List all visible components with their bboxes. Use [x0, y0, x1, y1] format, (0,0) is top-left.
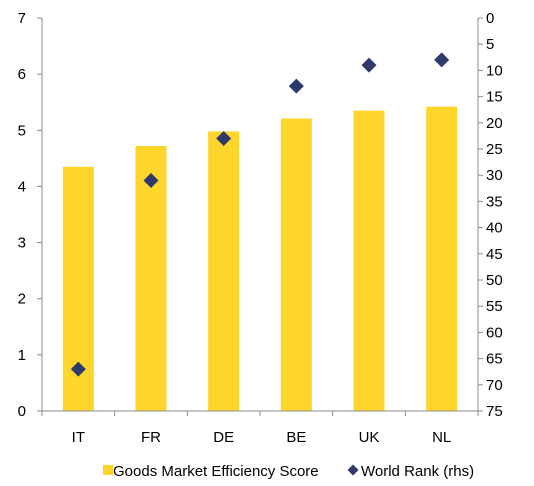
left-tick-label: 2	[18, 291, 26, 308]
rank-marker-fr	[143, 172, 159, 188]
right-tick-label: 55	[486, 298, 503, 315]
right-tick-label: 30	[486, 167, 503, 184]
rank-marker-be	[288, 78, 304, 94]
rank-marker-de	[216, 131, 232, 147]
x-tick-label-it: IT	[72, 429, 85, 446]
right-tick-label: 10	[486, 62, 503, 79]
rank-marker-nl	[434, 52, 450, 68]
legend-swatch-bar	[103, 465, 113, 475]
bar-nl	[426, 106, 458, 411]
x-tick-label-de: DE	[213, 429, 234, 446]
left-tick-label: 3	[18, 235, 26, 252]
right-tick-label: 5	[486, 36, 494, 53]
x-tick-label-nl: NL	[432, 429, 451, 446]
x-tick-label-fr: FR	[141, 429, 161, 446]
rank-marker-uk	[361, 57, 377, 73]
left-tick-label: 4	[18, 178, 26, 195]
right-tick-label: 25	[486, 141, 503, 158]
right-tick-label: 50	[486, 272, 503, 289]
legend-label-rank: World Rank (rhs)	[361, 463, 474, 480]
legend-swatch-diamond-icon	[347, 464, 359, 476]
right-tick-label: 65	[486, 351, 503, 368]
right-tick-label: 40	[486, 220, 503, 237]
right-tick-label: 60	[486, 324, 503, 341]
right-tick-label: 70	[486, 377, 503, 394]
left-tick-label: 7	[18, 10, 26, 27]
right-tick-label: 35	[486, 193, 503, 210]
right-tick-label: 15	[486, 89, 503, 106]
legend: Goods Market Efficiency Score World Rank…	[103, 463, 474, 480]
right-tick-label: 45	[486, 246, 503, 263]
left-tick-label: 6	[18, 66, 26, 83]
rank-marker-it	[70, 361, 86, 377]
bar-uk	[353, 110, 385, 411]
x-tick-label-uk: UK	[359, 429, 380, 446]
right-tick-label: 75	[486, 403, 503, 420]
left-tick-label: 5	[18, 122, 26, 139]
bar-fr	[135, 146, 167, 411]
right-tick-label: 0	[486, 10, 494, 27]
bar-de	[208, 131, 240, 411]
right-tick-label: 20	[486, 115, 503, 132]
legend-label-score: Goods Market Efficiency Score	[113, 463, 319, 480]
x-tick-label-be: BE	[286, 429, 306, 446]
left-tick-label: 0	[18, 403, 26, 420]
left-tick-label: 1	[18, 347, 26, 364]
bar-be	[280, 118, 312, 411]
